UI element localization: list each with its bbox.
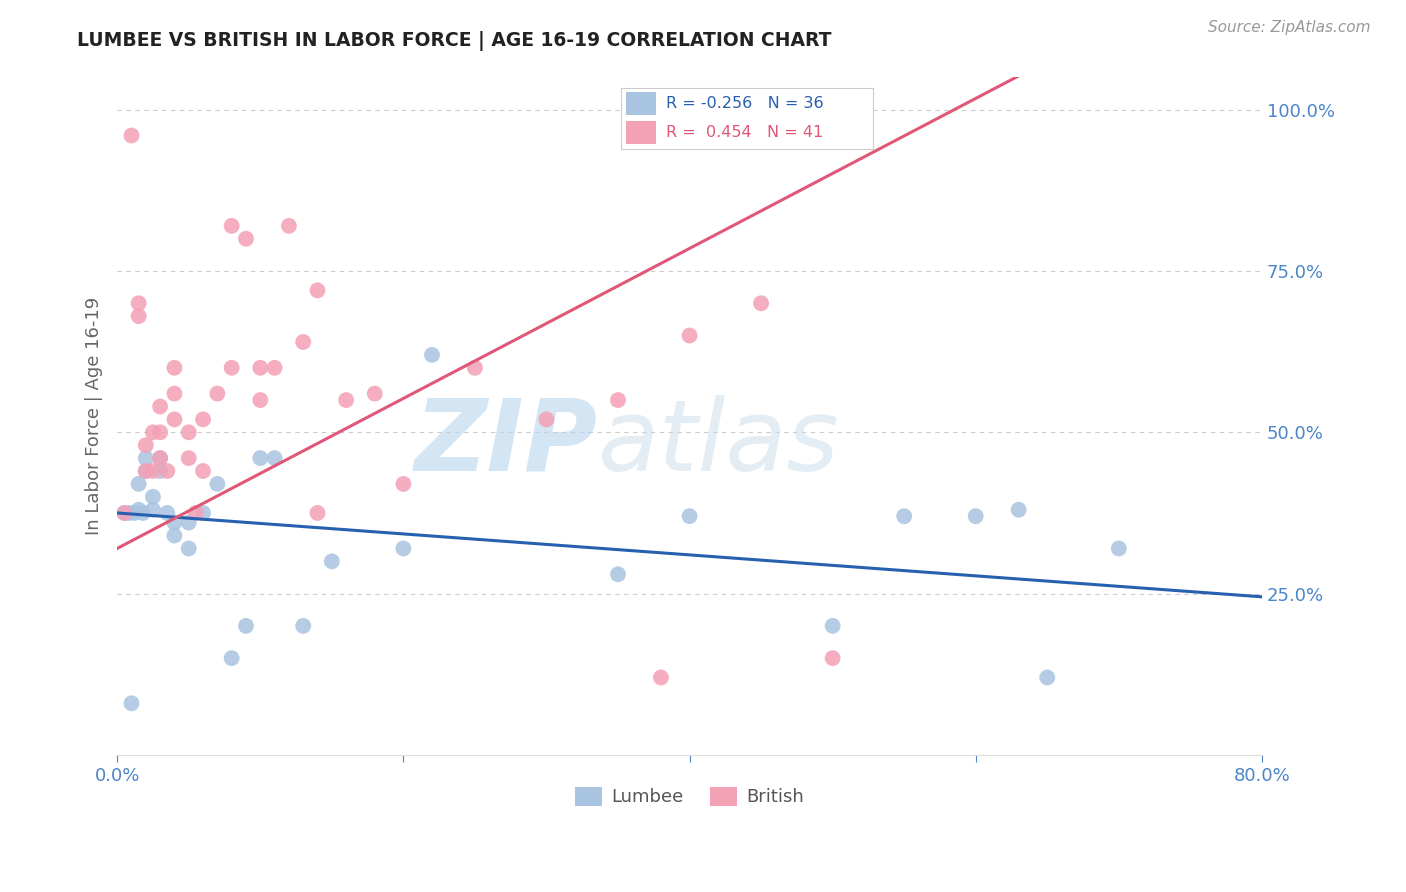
Point: [1036, 671, 1059, 685]
Point: [893, 509, 915, 524]
Point: [207, 477, 229, 491]
Point: [121, 696, 143, 710]
Point: [135, 464, 157, 478]
Point: [650, 671, 672, 685]
Point: [121, 128, 143, 143]
Point: [249, 360, 271, 375]
Point: [177, 425, 200, 440]
Point: [163, 360, 186, 375]
Point: [235, 619, 257, 633]
Point: [191, 506, 214, 520]
Point: [364, 386, 387, 401]
Point: [149, 451, 172, 466]
Point: [177, 541, 200, 556]
Point: [277, 219, 299, 233]
Point: [392, 477, 415, 491]
Point: [263, 360, 285, 375]
Point: [142, 502, 165, 516]
Point: [128, 502, 150, 516]
Point: [821, 619, 844, 633]
Point: [132, 506, 155, 520]
Point: [124, 506, 146, 520]
Point: [163, 386, 186, 401]
Point: [292, 334, 315, 349]
Point: [135, 464, 157, 478]
Point: [163, 516, 186, 530]
Point: [128, 477, 150, 491]
Text: LUMBEE VS BRITISH IN LABOR FORCE | AGE 16-19 CORRELATION CHART: LUMBEE VS BRITISH IN LABOR FORCE | AGE 1…: [77, 31, 832, 51]
Point: [221, 360, 243, 375]
Y-axis label: In Labor Force | Age 16-19: In Labor Force | Age 16-19: [86, 297, 103, 535]
Point: [965, 509, 987, 524]
Point: [335, 392, 357, 407]
Point: [249, 451, 271, 466]
Point: [1008, 502, 1031, 516]
Point: [149, 451, 172, 466]
Point: [142, 425, 165, 440]
Point: [149, 400, 172, 414]
Point: [221, 651, 243, 665]
Point: [1108, 541, 1130, 556]
Point: [149, 464, 172, 478]
Point: [149, 425, 172, 440]
Point: [307, 284, 329, 298]
Point: [321, 554, 343, 568]
Point: [821, 651, 844, 665]
Text: ZIP: ZIP: [415, 395, 598, 491]
Point: [191, 464, 214, 478]
Point: [142, 464, 165, 478]
Point: [128, 296, 150, 310]
Legend: Lumbee, British: Lumbee, British: [568, 780, 811, 814]
Point: [177, 451, 200, 466]
Point: [163, 412, 186, 426]
Point: [156, 464, 179, 478]
Point: [117, 506, 139, 520]
Point: [678, 328, 700, 343]
Point: [135, 451, 157, 466]
Point: [156, 506, 179, 520]
Point: [177, 516, 200, 530]
Point: [292, 619, 315, 633]
Point: [392, 541, 415, 556]
Point: [249, 392, 271, 407]
Point: [420, 348, 443, 362]
Point: [112, 506, 135, 520]
Point: [536, 412, 558, 426]
Point: [678, 509, 700, 524]
Point: [135, 438, 157, 452]
Point: [184, 506, 207, 520]
Point: [191, 412, 214, 426]
Point: [128, 309, 150, 323]
Point: [607, 392, 630, 407]
Point: [263, 451, 285, 466]
Point: [142, 490, 165, 504]
Point: [464, 360, 486, 375]
Point: [307, 506, 329, 520]
Point: [112, 506, 135, 520]
Point: [607, 567, 630, 582]
Point: [221, 219, 243, 233]
Text: Source: ZipAtlas.com: Source: ZipAtlas.com: [1208, 20, 1371, 35]
Point: [207, 386, 229, 401]
Point: [163, 528, 186, 542]
Point: [235, 232, 257, 246]
Text: atlas: atlas: [598, 395, 839, 491]
Point: [749, 296, 772, 310]
